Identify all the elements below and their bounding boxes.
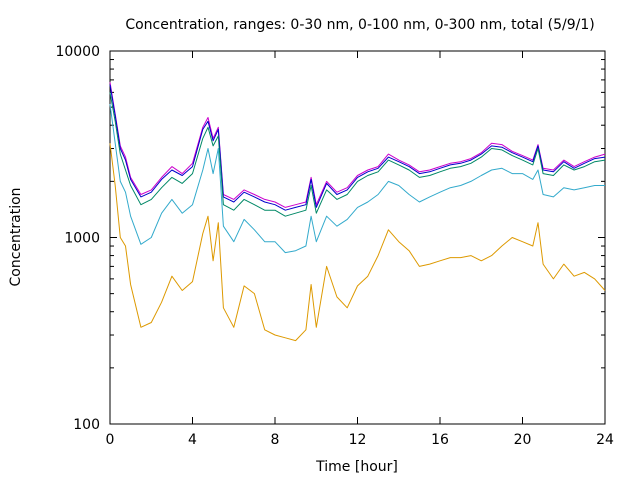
x-tick-label: 20 [514,432,532,448]
y-axis-label: Concentration [8,187,24,286]
y-minor-ticks [110,59,605,369]
series-line-5 [109,143,606,342]
y-tick-label: 10000 [55,44,100,60]
series-line-2 [109,84,606,211]
chart-title: Concentration, ranges: 0-30 nm, 0-100 nm… [125,17,594,33]
series-line-1 [109,82,606,208]
x-tick-label: 16 [431,432,449,448]
x-axis: 0 4 8 12 16 20 24 [106,51,614,448]
y-axis: 100 1000 10000 [55,44,605,433]
series-layer [109,82,606,342]
x-tick-label: 4 [188,432,197,448]
x-tick-label: 24 [596,432,614,448]
plot-frame [109,50,606,425]
series-line-4 [109,103,605,254]
x-tick-label: 12 [349,432,367,448]
series-line-3 [109,92,606,217]
y-tick-label: 1000 [64,231,100,247]
x-axis-label: Time [hour] [315,459,398,475]
x-tick-label: 8 [271,432,280,448]
y-tick-label: 100 [73,417,100,433]
x-tick-label: 0 [106,432,115,448]
